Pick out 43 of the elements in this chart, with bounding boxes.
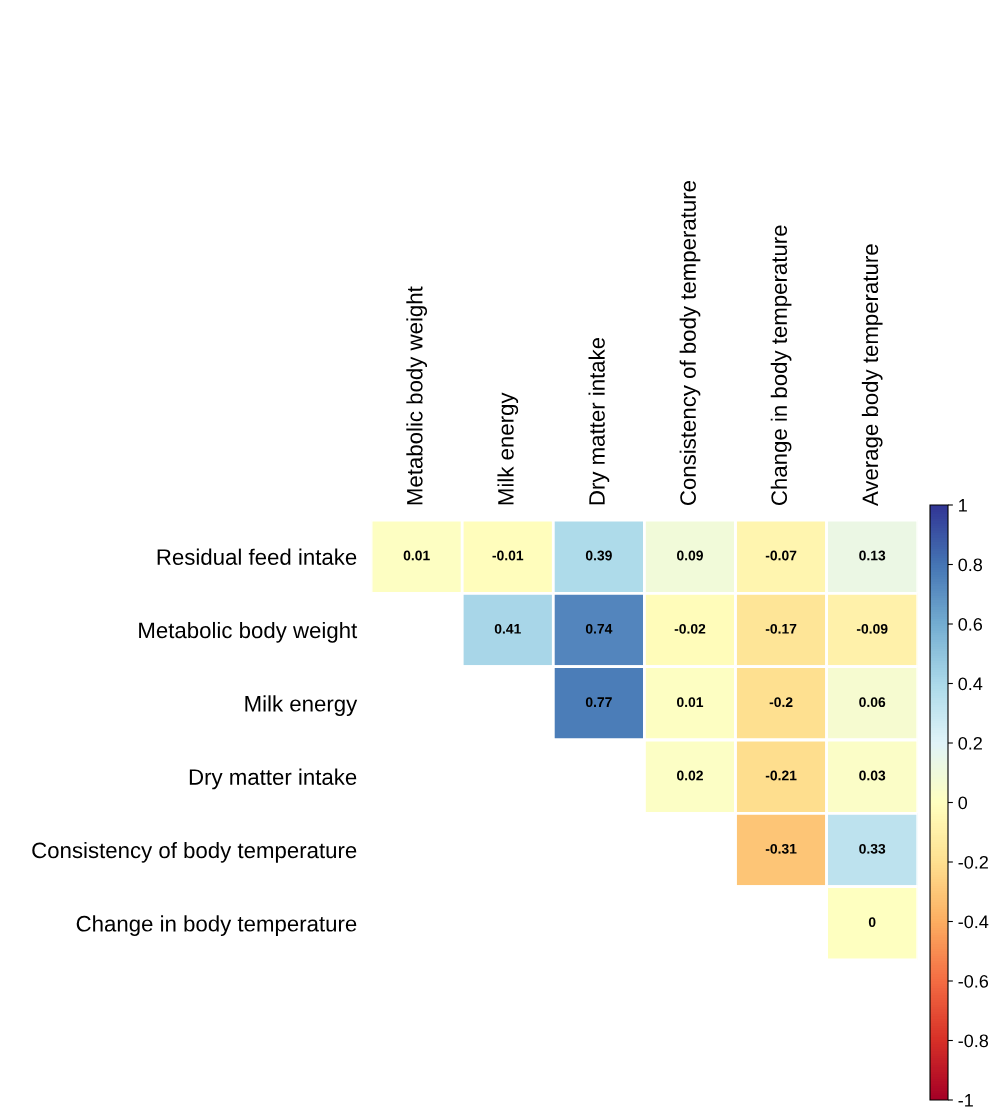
data-label: 0.77 xyxy=(585,697,612,708)
x-tick-label: Consistency of body temperature xyxy=(679,181,701,505)
x-tick-label: Dry matter intake xyxy=(588,337,610,505)
data-label: 0.02 xyxy=(677,770,703,781)
data-label: 0 xyxy=(868,917,876,928)
data-label: 0.03 xyxy=(859,770,886,781)
color-bar-label: 1 xyxy=(959,499,967,512)
data-label: -0.07 xyxy=(765,550,797,561)
data-label: 0.33 xyxy=(859,843,886,854)
y-tick-label: Metabolic body weight xyxy=(139,621,358,643)
y-tick-label: Dry matter intake xyxy=(189,768,357,790)
data-label: -0.31 xyxy=(765,843,797,854)
x-tick-label: Change in body temperature xyxy=(770,225,792,505)
y-tick-label: Consistency of body temperature xyxy=(32,841,357,863)
color-bar-label: -0.8 xyxy=(958,1034,989,1048)
color-bar-label: 0.2 xyxy=(958,736,982,750)
y-tick-label: Change in body temperature xyxy=(76,915,357,936)
color-bar-label: -1 xyxy=(958,1094,973,1107)
data-label: -0.09 xyxy=(856,623,888,634)
color-bar-label: 0 xyxy=(958,796,968,810)
data-label: 0.09 xyxy=(677,550,703,561)
data-label: -0.21 xyxy=(765,770,797,781)
color-bar-label: -0.2 xyxy=(958,855,988,869)
data-label: -0.01 xyxy=(492,550,524,561)
y-tick-label: Residual feed intake xyxy=(157,548,357,565)
color-bar-label: -0.6 xyxy=(958,974,989,988)
color-bar-label: -0.4 xyxy=(958,915,989,929)
data-label: -0.02 xyxy=(674,623,706,634)
color-bar-label: 0.4 xyxy=(958,677,983,691)
y-tick-label: Milk energy xyxy=(245,695,358,716)
data-label: -0.17 xyxy=(765,623,797,634)
data-label: 0.01 xyxy=(677,697,704,708)
data-label: 0.06 xyxy=(859,697,886,708)
data-label: 0.41 xyxy=(494,623,521,634)
data-label: 0.39 xyxy=(585,550,612,561)
data-label: 0.74 xyxy=(585,623,613,634)
color-bar-label: 0.6 xyxy=(958,617,983,631)
data-label: 0.01 xyxy=(403,550,430,561)
data-label: 0.13 xyxy=(859,550,886,561)
data-label: -0.2 xyxy=(769,697,793,708)
x-tick-label: Milk energy xyxy=(497,392,519,505)
color-bar-label: 0.8 xyxy=(958,558,983,572)
x-tick-label: Average body temperature xyxy=(861,244,883,507)
